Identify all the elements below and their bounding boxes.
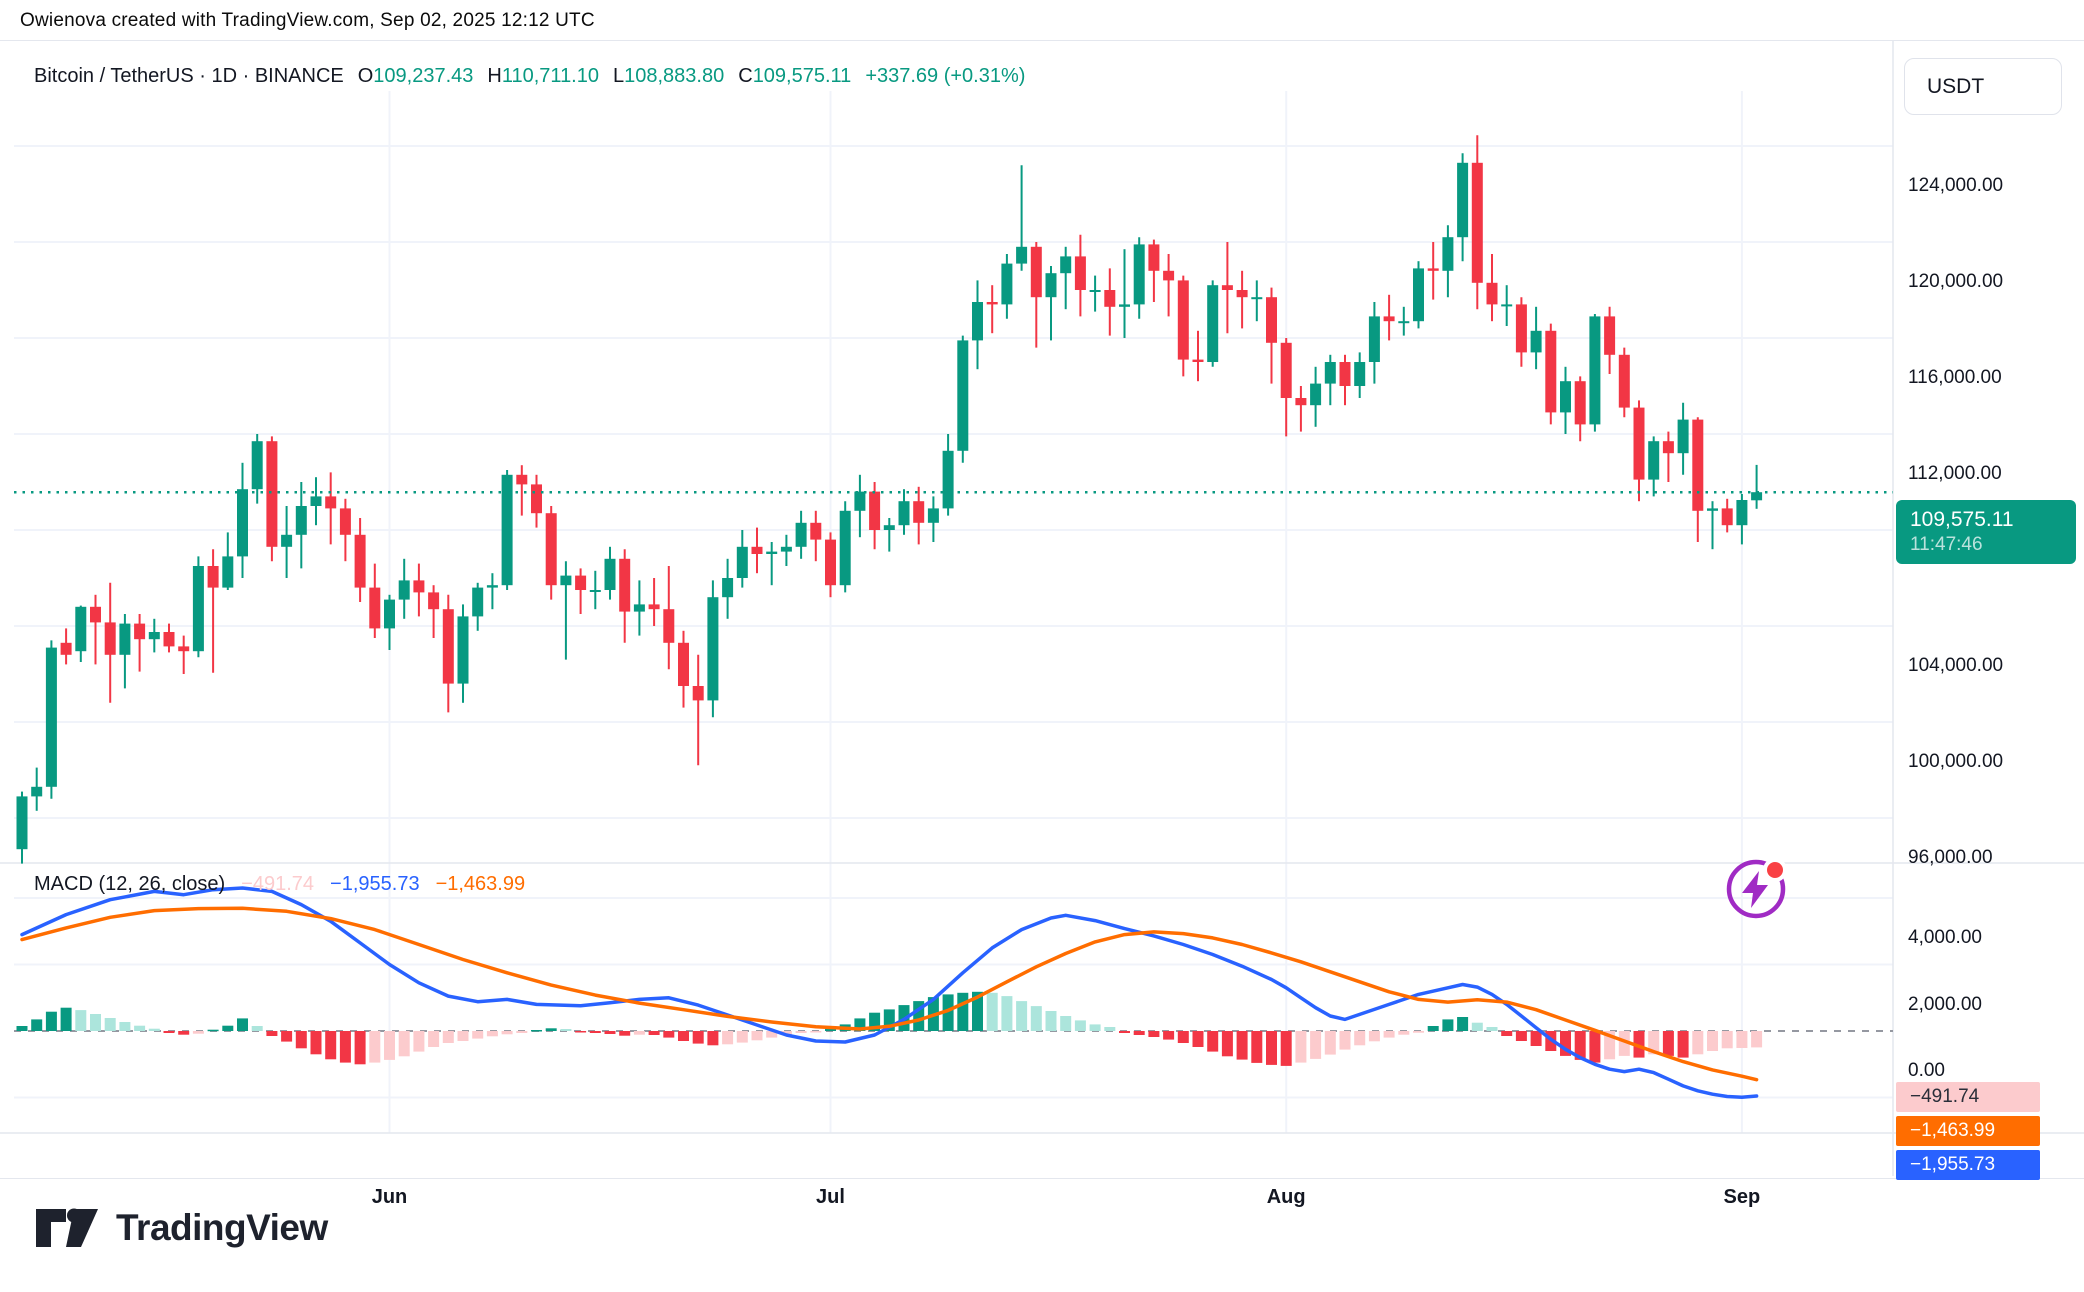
tradingview-logo-text[interactable]: TradingView xyxy=(116,1207,328,1248)
tradingview-logo-icon[interactable] xyxy=(34,1203,100,1253)
time-tick-label: Aug xyxy=(1266,1186,1306,1208)
price-tick-label: 116,000.00 xyxy=(1908,367,2002,388)
symbol-title[interactable]: Bitcoin / TetherUS · 1D · BINANCE xyxy=(34,65,344,87)
time-tick-label: Jul xyxy=(816,1186,845,1208)
macd-tick-label: 0.00 xyxy=(1908,1060,1945,1081)
price-tick-label: 124,000.00 xyxy=(1908,175,2004,196)
macd-title[interactable]: MACD (12, 26, close) xyxy=(34,873,226,895)
chart-widget: Bitcoin / TetherUS · 1D · BINANCE O109,2… xyxy=(0,40,2084,1208)
current-price-badge: 109,575.11 11:47:46 xyxy=(1896,500,2076,565)
macd-histogram-value: −491.74 xyxy=(241,873,315,895)
price-tick-label: 104,000.00 xyxy=(1908,655,2004,676)
price-tick-label: 96,000.00 xyxy=(1908,847,1993,868)
change-value: +337.69 (+0.31%) xyxy=(865,65,1026,87)
lightning-bolt-icon xyxy=(1742,871,1768,908)
time-tick-label: Jun xyxy=(371,1186,408,1208)
high-value: H110,711.10 xyxy=(487,65,599,87)
macd-axis-badge: −1,955.73 xyxy=(1896,1150,2040,1180)
price-tick-label: 100,000.00 xyxy=(1908,751,2004,772)
macd-legend[interactable]: MACD (12, 26, close) −491.74 −1,955.73 −… xyxy=(34,873,525,896)
price-tick-label: 120,000.00 xyxy=(1908,271,2004,292)
open-value: O109,237.43 xyxy=(357,65,474,87)
macd-tick-label: 4,000.00 xyxy=(1908,927,1982,948)
time-tick-label: Sep xyxy=(1723,1186,1761,1208)
lightning-ring-icon xyxy=(1726,859,1786,919)
macd-line-value: −1,955.73 xyxy=(330,873,420,895)
price-tick-label: 112,000.00 xyxy=(1908,463,2002,484)
close-value: C109,575.11 xyxy=(738,65,852,87)
histogram-axis-badge: −491.74 xyxy=(1896,1082,2040,1112)
countdown-timer: 11:47:46 xyxy=(1910,534,1983,556)
macd-tick-label: 2,000.00 xyxy=(1908,993,1982,1015)
attribution-text: Owienova created with TradingView.com, S… xyxy=(20,10,595,31)
signal-axis-badge: −1,463.99 xyxy=(1896,1116,2040,1146)
quick-alert-button[interactable] xyxy=(1722,855,1790,923)
currency-button[interactable]: USDT xyxy=(1904,58,2062,115)
symbol-legend[interactable]: Bitcoin / TetherUS · 1D · BINANCE O109,2… xyxy=(34,65,1025,88)
alert-dot-icon xyxy=(1767,862,1783,878)
candlestick-macd-chart[interactable] xyxy=(0,41,2084,1178)
current-price-value: 109,575.11 xyxy=(1910,508,2014,532)
low-value: L108,883.80 xyxy=(613,65,725,87)
footer: TradingView xyxy=(34,1203,328,1253)
macd-signal-value: −1,463.99 xyxy=(435,873,526,895)
